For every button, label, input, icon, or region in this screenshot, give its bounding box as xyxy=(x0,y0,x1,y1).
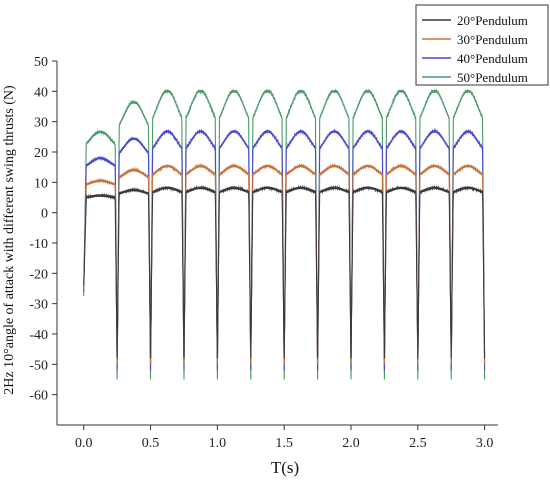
y-tick-label: 50 xyxy=(34,55,48,70)
y-tick-label: -60 xyxy=(29,389,48,404)
x-tick-label: 0.0 xyxy=(75,436,93,451)
y-axis-title: 2Hz 10°angle of attack with different sw… xyxy=(2,85,17,395)
x-tick-label: 2.5 xyxy=(409,436,427,451)
y-tick-label: -40 xyxy=(29,328,48,343)
y-tick-label: -30 xyxy=(29,298,48,313)
y-tick-label: 10 xyxy=(34,176,48,191)
series-line-1 xyxy=(83,184,486,359)
x-tick-label: 1.5 xyxy=(275,436,293,451)
legend-label: 30°Pendulum xyxy=(457,32,528,47)
y-tick-label: -50 xyxy=(29,358,48,373)
series-line-3 xyxy=(83,128,486,371)
y-tick-label: -20 xyxy=(29,267,48,282)
legend-box xyxy=(415,4,549,86)
legend-label: 50°Pendulum xyxy=(457,70,528,85)
series-line-4 xyxy=(83,88,486,380)
legend-items: 20°Pendulum 30°Pendulum 40°Pendulum 50°Pend… xyxy=(422,13,528,85)
legend-label: 20°Pendulum xyxy=(457,13,528,28)
y-ticks: 50 40 30 20 10 0 -10 -20 -30 -40 -50 -60 xyxy=(29,55,57,404)
x-tick-label: 0.5 xyxy=(142,436,160,451)
y-tick-label: 40 xyxy=(34,85,48,100)
y-tick-label: -10 xyxy=(29,237,48,252)
x-ticks: 0.0 0.5 1.0 1.5 2.0 2.5 3.0 xyxy=(75,425,493,451)
legend: 20°Pendulum 30°Pendulum 40°Pendulum 50°Pend… xyxy=(415,4,549,86)
series-line-2 xyxy=(83,162,486,365)
axes: 50 40 30 20 10 0 -10 -20 -30 -40 -50 -60 0.0 0.5 1.0 1… xyxy=(29,55,498,451)
x-tick-label: 1.0 xyxy=(209,436,227,451)
x-tick-label: 2.0 xyxy=(342,436,360,451)
plot-lines xyxy=(83,88,486,380)
y-tick-label: 20 xyxy=(34,146,48,161)
legend-label: 40°Pendulum xyxy=(457,51,528,66)
y-tick-label: 0 xyxy=(41,207,48,222)
x-axis-title: T(s) xyxy=(271,458,299,477)
y-tick-label: 30 xyxy=(34,116,48,131)
x-tick-label: 3.0 xyxy=(476,436,494,451)
